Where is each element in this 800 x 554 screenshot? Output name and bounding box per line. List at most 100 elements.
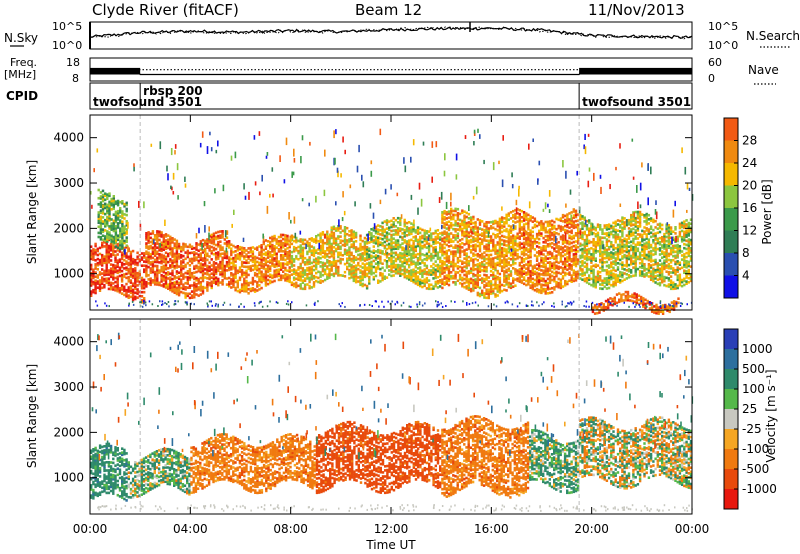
power-cell — [188, 272, 192, 275]
power-cell — [350, 239, 353, 242]
power-cell — [177, 271, 181, 274]
power-cell — [553, 277, 556, 281]
power-cell — [258, 257, 261, 261]
power-cell — [238, 276, 242, 280]
power-cell — [531, 265, 534, 268]
power-cell — [343, 244, 347, 247]
power-cell — [592, 258, 595, 261]
power-cell — [112, 219, 115, 223]
power-cell — [564, 265, 567, 269]
power-cell — [90, 267, 93, 271]
power-cell — [264, 271, 268, 275]
power-cell — [223, 254, 226, 258]
power-cell — [403, 271, 406, 275]
power-cell — [555, 283, 558, 286]
power-cell — [623, 223, 626, 226]
power-cell — [445, 251, 448, 255]
power-cell — [359, 254, 362, 258]
power-cell — [531, 269, 534, 272]
power-cell — [282, 243, 285, 247]
power-cell — [500, 247, 504, 250]
power-cell — [467, 259, 471, 263]
power-cell — [171, 277, 174, 281]
power-cell — [514, 225, 517, 228]
power-cell — [232, 283, 235, 287]
power-cell — [447, 220, 451, 224]
power-cell — [359, 238, 362, 242]
power-cell — [201, 251, 205, 254]
power-cell — [619, 270, 622, 274]
power-cell — [383, 253, 386, 256]
power-cell — [485, 257, 488, 261]
power-cell — [492, 273, 495, 277]
power-cell — [145, 272, 148, 276]
power-cell — [368, 261, 371, 265]
power-cell — [145, 236, 148, 239]
power-cell — [481, 234, 484, 237]
power-cell — [625, 256, 628, 260]
power-cell — [632, 245, 635, 249]
power-cell — [503, 259, 506, 263]
power-cell — [381, 227, 384, 231]
power-cell — [467, 231, 471, 234]
power-cell — [153, 281, 157, 284]
power-cell — [632, 266, 635, 269]
power-cell — [492, 242, 495, 246]
power-cell — [514, 241, 517, 245]
power-cell — [414, 274, 417, 277]
power-cell — [312, 240, 316, 243]
power-cell — [399, 223, 402, 226]
power-cell — [381, 231, 384, 235]
power-cell — [269, 275, 272, 279]
power-cell — [365, 268, 369, 272]
power-cell — [492, 226, 495, 230]
power-cell — [627, 251, 631, 255]
power-cell — [439, 264, 442, 268]
power-cell — [120, 286, 124, 289]
power-cell — [505, 262, 508, 266]
power-cell — [264, 261, 268, 265]
power-cell — [619, 236, 622, 239]
power-cell — [568, 230, 571, 234]
power-cell — [478, 253, 482, 257]
power-cell — [538, 276, 541, 280]
power-cell — [299, 283, 302, 286]
power-cell — [175, 251, 179, 255]
power-cell — [260, 246, 263, 249]
power-cell — [632, 237, 635, 241]
power-cell — [112, 225, 115, 229]
power-cell — [500, 251, 504, 254]
power-cell — [625, 246, 628, 250]
power-cell — [396, 247, 400, 251]
power-cell — [256, 285, 259, 288]
power-cell — [630, 220, 633, 223]
power-cell — [632, 233, 635, 237]
power-cell — [625, 254, 628, 258]
power-cell — [228, 266, 231, 270]
power-cell — [403, 235, 406, 238]
power-cell — [221, 232, 224, 235]
power-cell — [410, 273, 413, 276]
power-cell — [357, 276, 360, 279]
power-cell — [585, 252, 589, 256]
power-cell — [512, 258, 515, 262]
power-cell — [583, 216, 586, 220]
power-cell — [581, 215, 584, 218]
power-cell — [585, 226, 589, 229]
power-cell — [339, 241, 342, 244]
power-cell — [553, 288, 556, 291]
power-cell — [596, 223, 600, 226]
power-cell — [542, 265, 545, 268]
power-cell — [505, 276, 508, 280]
power-cell — [321, 269, 325, 273]
power-cell — [461, 278, 464, 282]
power-cell — [104, 223, 107, 226]
power-cell — [592, 278, 595, 282]
power-cell — [461, 268, 464, 272]
power-cell — [601, 283, 604, 286]
power-cell — [619, 258, 622, 262]
power-cell — [583, 261, 586, 264]
power-cell — [494, 250, 497, 253]
power-cell — [114, 212, 118, 216]
power-cell — [405, 258, 409, 262]
